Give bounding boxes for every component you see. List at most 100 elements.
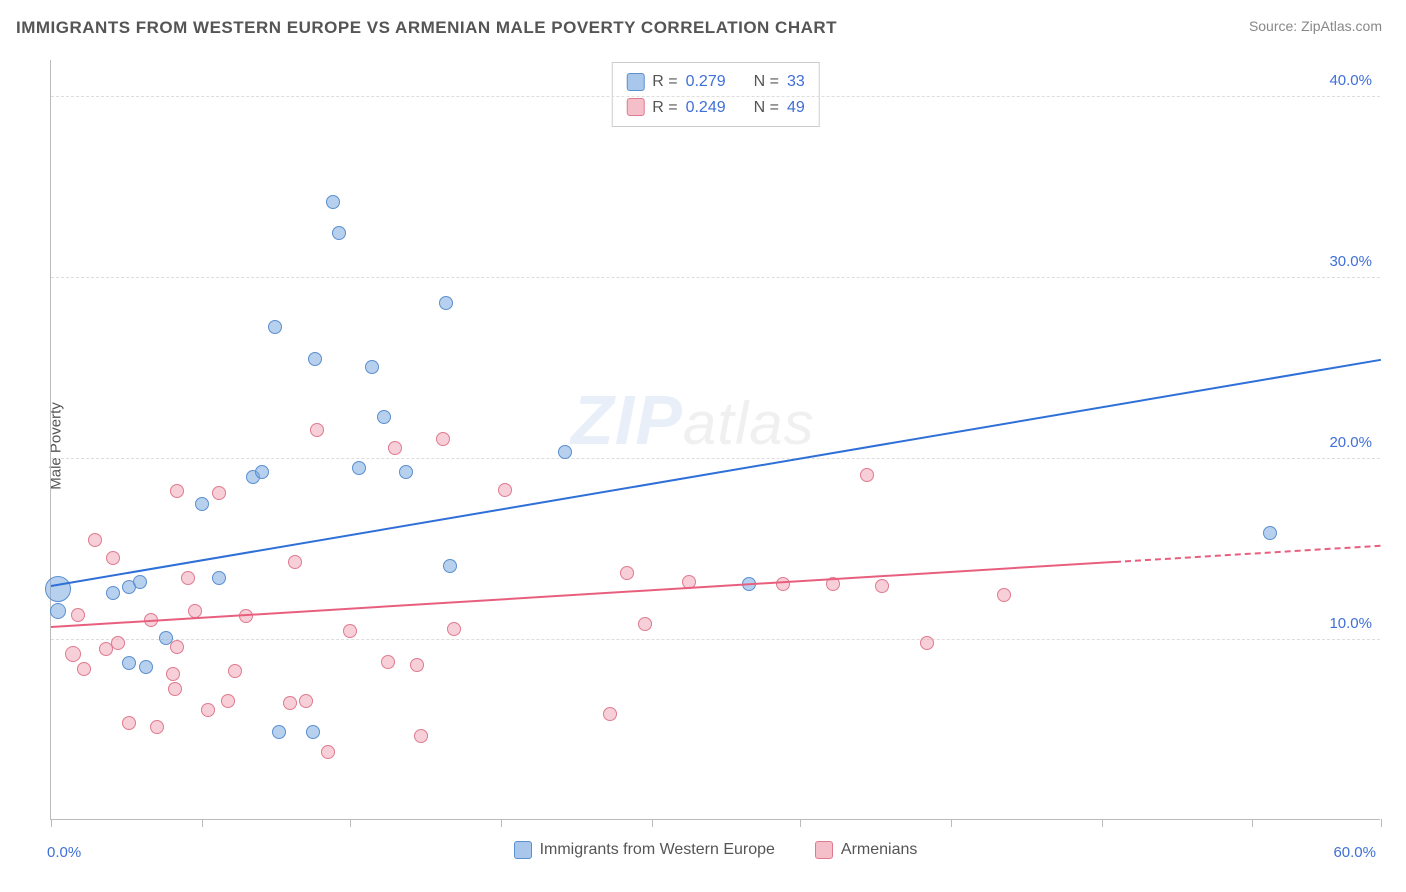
scatter-point-armenians [181,571,195,585]
scatter-point-armenians [447,622,461,636]
scatter-point-western-europe [272,725,286,739]
scatter-point-armenians [299,694,313,708]
scatter-point-armenians [875,579,889,593]
legend-item-b: Armenians [815,841,917,859]
scatter-point-armenians [71,608,85,622]
y-tick-label: 10.0% [1329,615,1372,632]
scatter-point-armenians [410,658,424,672]
r-value: 0.279 [686,69,726,95]
scatter-point-armenians [212,486,226,500]
scatter-point-armenians [388,441,402,455]
scatter-point-armenians [88,533,102,547]
scatter-point-western-europe [399,465,413,479]
scatter-point-armenians [860,468,874,482]
scatter-point-western-europe [139,660,153,674]
gridline [51,639,1380,640]
trendline-armenians [51,561,1115,628]
r-label: R = [652,95,677,121]
x-tick [350,819,351,827]
scatter-point-armenians [920,636,934,650]
swatch-series-b [626,98,644,116]
scatter-point-western-europe [45,576,71,602]
scatter-point-armenians [776,577,790,591]
scatter-point-armenians [65,646,81,662]
x-tick [951,819,952,827]
scatter-point-armenians [498,483,512,497]
n-label: N = [754,95,779,121]
scatter-point-western-europe [377,410,391,424]
y-tick-label: 30.0% [1329,253,1372,270]
scatter-point-armenians [603,707,617,721]
scatter-point-armenians [201,703,215,717]
source-attribution: Source: ZipAtlas.com [1249,18,1382,34]
scatter-point-armenians [997,588,1011,602]
x-tick [51,819,52,827]
scatter-point-armenians [111,636,125,650]
watermark: ZIPatlas [571,380,815,460]
scatter-point-western-europe [332,226,346,240]
stats-legend-row: R = 0.249 N = 49 [626,95,805,121]
y-tick-label: 40.0% [1329,72,1372,89]
scatter-point-western-europe [352,461,366,475]
trendline-armenians-extrapolated [1115,545,1381,563]
scatter-point-armenians [122,716,136,730]
scatter-point-western-europe [1263,526,1277,540]
legend-label: Armenians [841,841,917,859]
x-tick-label: 60.0% [1333,844,1376,861]
x-tick [1381,819,1382,827]
scatter-point-western-europe [326,195,340,209]
scatter-point-armenians [188,604,202,618]
x-tick [800,819,801,827]
y-tick-label: 20.0% [1329,434,1372,451]
scatter-point-western-europe [439,296,453,310]
scatter-point-western-europe [268,320,282,334]
scatter-point-western-europe [122,656,136,670]
swatch-series-a [514,841,532,859]
scatter-point-armenians [638,617,652,631]
scatter-point-armenians [166,667,180,681]
scatter-point-armenians [436,432,450,446]
scatter-point-western-europe [133,575,147,589]
scatter-point-armenians [170,640,184,654]
legend-item-a: Immigrants from Western Europe [514,841,775,859]
r-label: R = [652,69,677,95]
series-legend: Immigrants from Western Europe Armenians [51,841,1380,859]
scatter-point-armenians [77,662,91,676]
x-tick-label: 0.0% [47,844,81,861]
scatter-point-armenians [170,484,184,498]
scatter-point-western-europe [443,559,457,573]
scatter-point-armenians [321,745,335,759]
n-value: 33 [787,69,805,95]
plot-area: ZIPatlas R = 0.279 N = 33 R = 0.249 N = … [50,60,1380,820]
r-value: 0.249 [686,95,726,121]
scatter-point-armenians [150,720,164,734]
chart-container: IMMIGRANTS FROM WESTERN EUROPE VS ARMENI… [0,0,1406,892]
scatter-point-armenians [283,696,297,710]
swatch-series-b [815,841,833,859]
scatter-point-western-europe [159,631,173,645]
scatter-point-western-europe [558,445,572,459]
scatter-point-armenians [221,694,235,708]
scatter-point-armenians [414,729,428,743]
stats-legend: R = 0.279 N = 33 R = 0.249 N = 49 [611,62,820,127]
scatter-point-armenians [620,566,634,580]
scatter-point-armenians [106,551,120,565]
watermark-zip: ZIP [571,380,683,460]
scatter-point-armenians [228,664,242,678]
gridline [51,96,1380,97]
n-label: N = [754,69,779,95]
scatter-point-armenians [343,624,357,638]
n-value: 49 [787,95,805,121]
scatter-point-western-europe [308,352,322,366]
scatter-point-western-europe [195,497,209,511]
scatter-point-western-europe [306,725,320,739]
legend-label: Immigrants from Western Europe [540,841,775,859]
x-tick [1252,819,1253,827]
scatter-point-armenians [288,555,302,569]
x-tick [1102,819,1103,827]
x-tick [501,819,502,827]
scatter-point-western-europe [255,465,269,479]
gridline [51,458,1380,459]
scatter-point-armenians [168,682,182,696]
swatch-series-a [626,73,644,91]
